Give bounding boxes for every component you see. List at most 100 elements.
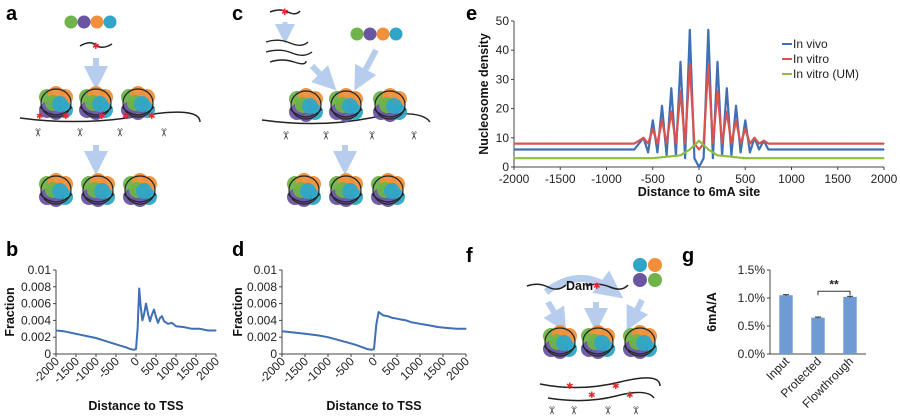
- x-tick-label: -1500: [545, 172, 576, 186]
- x-tick-label: -500: [95, 354, 122, 381]
- data-point: [679, 154, 682, 156]
- data-point: [141, 319, 143, 321]
- data-point: [428, 324, 430, 326]
- data-point: [661, 119, 663, 121]
- data-point: [781, 148, 783, 151]
- data-point: [707, 29, 709, 31]
- data-point: [837, 157, 839, 159]
- data-point: [163, 320, 165, 322]
- data-point: [375, 324, 377, 326]
- y-tick-label: 1.0%: [738, 291, 766, 305]
- data-point: [559, 157, 561, 159]
- data-point: [410, 321, 412, 323]
- data-point: [615, 148, 617, 151]
- dna-wrap: [287, 193, 321, 203]
- scissors-icon: ✂: [407, 131, 420, 140]
- data-point: [587, 148, 589, 151]
- data-point: [281, 330, 283, 332]
- dna-wrap: [40, 175, 72, 205]
- data-point: [716, 61, 719, 63]
- data-point: [735, 119, 737, 121]
- dna-strand: [269, 9, 301, 15]
- diagram-c: ✱ ✂ ✂ ✂ ✂: [261, 7, 431, 207]
- data-point: [75, 333, 77, 335]
- bar: [811, 317, 825, 354]
- data-point: [157, 322, 159, 324]
- data-point: [153, 308, 155, 311]
- nucleosome-icon: [121, 86, 155, 120]
- data-point: [647, 151, 649, 153]
- data-point: [661, 105, 663, 107]
- data-point: [647, 143, 649, 145]
- y-tick-label: 0.5%: [738, 319, 766, 333]
- histone-dot: [648, 273, 662, 287]
- data-point: [679, 61, 682, 63]
- data-point: [716, 154, 719, 156]
- data-point: [183, 326, 185, 328]
- x-tick-label: 1500: [420, 354, 449, 383]
- data-point: [744, 119, 746, 121]
- dna-strand: [526, 283, 567, 290]
- scissors-icon: ✂: [73, 128, 86, 137]
- x-tick-label: -2000: [499, 172, 530, 186]
- histone-dot: [633, 258, 647, 272]
- data-point: [55, 329, 57, 332]
- data-point: [550, 148, 552, 151]
- scissors-icon: ✂: [31, 128, 44, 137]
- dna-wrap: [80, 88, 112, 118]
- data-point: [133, 349, 135, 351]
- dna-fragment: [265, 49, 313, 56]
- data-point: [712, 143, 714, 145]
- y-axis-label: Nucleosome density: [477, 33, 491, 155]
- data-point: [151, 313, 153, 316]
- histone-dot: [376, 27, 390, 41]
- data-point: [145, 303, 147, 305]
- histone-dot: [350, 27, 364, 41]
- nucleosome-icon: [39, 173, 73, 207]
- dna-wrap: [371, 193, 405, 203]
- data-point: [656, 143, 659, 145]
- histone-icon: [94, 183, 110, 199]
- data-point: [675, 143, 677, 145]
- data-point: [666, 143, 668, 145]
- data-point: [883, 143, 885, 145]
- data-point: [730, 154, 733, 156]
- dna-wrap: [290, 90, 322, 120]
- x-tick-label: -1000: [303, 354, 335, 386]
- data-point: [809, 148, 811, 151]
- scissors-icon: ✂: [319, 131, 332, 140]
- legend-entry: In vivo: [793, 37, 828, 51]
- x-tick-label: 500: [735, 172, 755, 186]
- histone-dot: [64, 15, 78, 29]
- data-point: [698, 148, 700, 151]
- dna-wrap: [330, 175, 362, 205]
- dna-wrap: [374, 90, 406, 120]
- data-point: [87, 335, 89, 337]
- dna-wrap: [329, 108, 363, 118]
- dna-wrap: [544, 327, 576, 357]
- methyl-mark-icon: ✱: [36, 111, 44, 121]
- data-point: [135, 348, 137, 350]
- data-point: [447, 327, 449, 329]
- data-point: [753, 137, 756, 139]
- x-tick-label: 1500: [824, 172, 851, 186]
- y-tick-label: 0.004: [247, 313, 277, 327]
- data-point: [689, 148, 691, 151]
- data-point: [642, 137, 645, 139]
- dna-wrap: [122, 88, 154, 118]
- histone-icon: [342, 98, 358, 114]
- x-tick-label: 2000: [443, 354, 472, 383]
- data-point: [405, 319, 407, 321]
- y-tick-label: 0.008: [247, 280, 277, 294]
- histone-palette: [350, 27, 403, 41]
- dam-label: Dam: [566, 279, 593, 293]
- data-point: [670, 87, 672, 89]
- y-tick-label: 30: [496, 72, 510, 86]
- data-point: [103, 340, 105, 342]
- data-point: [513, 143, 515, 145]
- data-point: [749, 143, 751, 145]
- y-tick-label: 0.008: [21, 280, 51, 294]
- histone-icon: [342, 183, 358, 199]
- dna-wrap: [329, 193, 363, 203]
